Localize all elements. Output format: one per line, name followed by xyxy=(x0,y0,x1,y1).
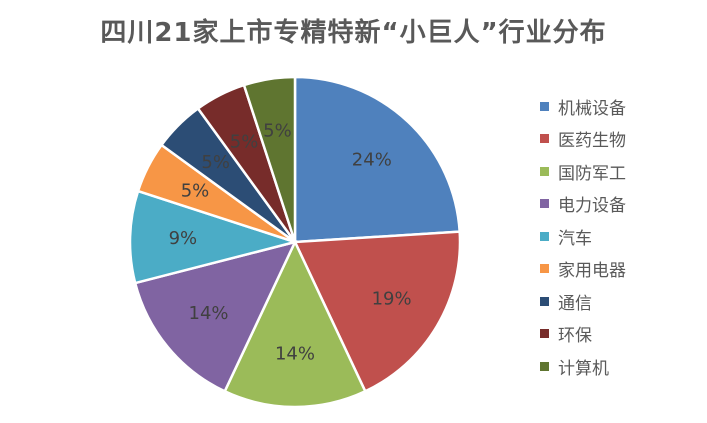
legend-label: 通信 xyxy=(558,293,592,314)
pie-slice-3 xyxy=(223,239,367,409)
pie-slices xyxy=(128,75,462,409)
legend-label: 家用电器 xyxy=(558,261,626,282)
legend-item: 国防军工 xyxy=(540,155,626,188)
legend-label: 环保 xyxy=(558,326,592,347)
chart-title: 四川21家上市专精特新“小巨人”行业分布 xyxy=(100,18,607,48)
slice-label-6: 5% xyxy=(181,181,210,202)
legend-swatch xyxy=(540,134,549,144)
legend-item: 机械设备 xyxy=(540,90,626,123)
legend-swatch xyxy=(540,101,549,111)
pie-slice-2 xyxy=(293,230,462,393)
legend: 机械设备医药生物国防军工电力设备汽车家用电器通信环保计算机 xyxy=(540,90,626,383)
legend-item: 通信 xyxy=(540,285,626,318)
legend-item: 环保 xyxy=(540,318,626,351)
slice-label-4: 14% xyxy=(189,303,229,324)
slice-label-3: 14% xyxy=(275,344,315,365)
legend-item: 电力设备 xyxy=(540,188,626,221)
legend-item: 汽车 xyxy=(540,220,626,253)
legend-item: 医药生物 xyxy=(540,123,626,156)
legend-label: 计算机 xyxy=(558,358,609,379)
slice-label-9: 5% xyxy=(263,121,292,142)
slice-label-1: 24% xyxy=(352,150,392,171)
legend-swatch xyxy=(540,264,549,274)
legend-swatch xyxy=(540,231,549,241)
legend-label: 机械设备 xyxy=(558,98,626,119)
legend-swatch xyxy=(540,329,549,339)
pie-slice-9 xyxy=(242,75,297,243)
legend-swatch xyxy=(540,361,549,371)
pie-labels: 24%19%14%14%9%5%5%5%5% xyxy=(169,121,412,365)
legend-label: 国防军工 xyxy=(558,163,626,184)
legend-label: 汽车 xyxy=(558,228,592,249)
slice-label-5: 9% xyxy=(169,228,198,249)
slice-label-2: 19% xyxy=(372,289,412,310)
legend-item: 家用电器 xyxy=(540,253,626,286)
pie-slice-1 xyxy=(293,75,462,244)
legend-swatch xyxy=(540,199,549,209)
legend-label: 电力设备 xyxy=(558,196,626,217)
legend-item: 计算机 xyxy=(540,350,626,383)
slice-label-7: 5% xyxy=(201,152,230,173)
legend-swatch xyxy=(540,296,549,306)
pie-slice-5 xyxy=(128,189,300,285)
legend-swatch xyxy=(540,166,549,176)
legend-label: 医药生物 xyxy=(558,131,626,152)
pie-slice-4 xyxy=(133,240,298,393)
slice-label-8: 5% xyxy=(230,132,259,153)
